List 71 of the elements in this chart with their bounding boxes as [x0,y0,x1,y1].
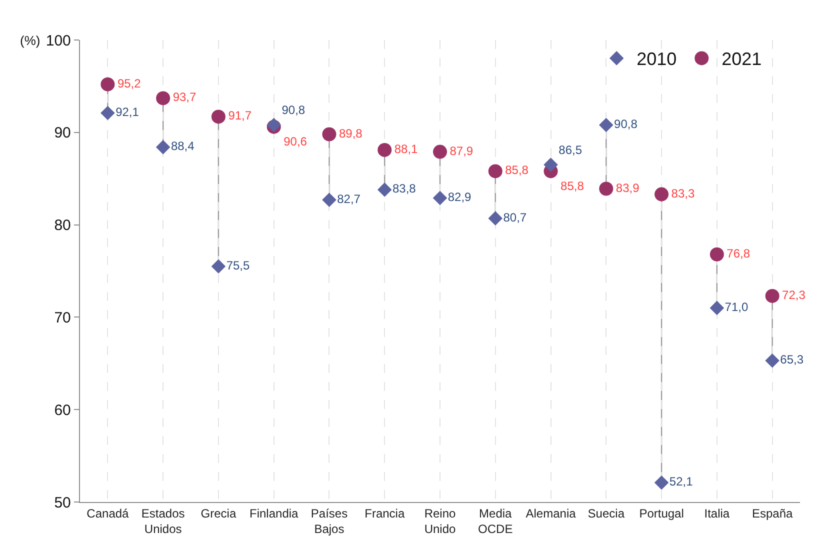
point [211,259,226,274]
data-label: 88,1 [394,142,418,156]
x-tick-label: Media OCDE [478,506,513,536]
point [710,247,724,262]
data-label: 90,8 [282,103,306,118]
point [156,91,170,106]
point [488,211,503,226]
x-tick-label: Países Bajos [310,506,348,536]
data-label: 85,8 [560,178,584,193]
point [377,182,392,197]
y-tick-label: 70 [54,309,71,326]
point [710,300,724,316]
data-label: 65,3 [780,352,804,367]
point [322,127,336,142]
point [378,142,392,157]
data-label: 71,0 [724,300,748,314]
data-label: 95,2 [117,76,142,90]
data-label: 80,7 [503,210,527,224]
x-tick-label: Italia [704,506,730,520]
data-label: 91,7 [228,108,252,123]
x-tick-label: Grecia [200,506,236,520]
y-tick-label: 80 [54,217,71,234]
point [100,77,115,92]
point [488,164,502,178]
point [765,353,780,368]
point [599,182,614,196]
data-label: 83,8 [392,182,416,196]
x-tick-label: Francia [364,506,405,520]
data-label: 85,8 [505,163,529,178]
point [100,106,115,120]
data-label: 75,5 [226,258,250,272]
data-label: 90,6 [284,134,308,149]
x-tick-label: Reino Unido [424,506,456,536]
x-tick-label: Alemania [526,506,576,520]
x-tick-label: España [752,506,793,520]
data-label: 90,8 [614,117,638,132]
point [156,140,170,154]
point [544,158,558,172]
x-tick-label: Portugal [639,506,684,520]
data-label: 76,8 [726,246,750,260]
point [433,144,447,159]
point [654,187,669,202]
point [432,190,448,206]
point [654,475,669,490]
data-label: 92,1 [116,105,140,119]
data-label: 86,5 [558,142,582,157]
data-label: 52,1 [669,474,694,489]
data-label: 82,9 [448,190,472,204]
x-tick-label: Estados Unidos [141,506,185,536]
data-label: 87,9 [450,144,474,158]
data-label: 88,4 [170,139,195,154]
y-tick-label: 100 [46,32,71,50]
y-tick-label: 60 [54,402,71,419]
x-tick-label: Suecia [588,506,625,520]
point [765,288,780,303]
point [322,192,336,207]
data-label: 83,9 [616,180,640,195]
point [211,110,226,124]
point [599,118,614,132]
data-label: 72,3 [782,288,806,302]
data-label: 89,8 [338,126,363,140]
data-label: 93,7 [172,90,197,104]
data-label: 82,7 [337,192,361,206]
y-tick-label: 50 [54,494,71,512]
legend-label: 2010 [636,49,677,70]
data-label: 83,3 [671,186,695,200]
y-axis-title: (%) [20,33,40,48]
x-tick-label: Finlandia [250,506,299,520]
x-tick-label: Canadá [86,506,130,520]
legend-label: 2021 [722,49,762,70]
y-tick-label: 90 [54,124,71,142]
